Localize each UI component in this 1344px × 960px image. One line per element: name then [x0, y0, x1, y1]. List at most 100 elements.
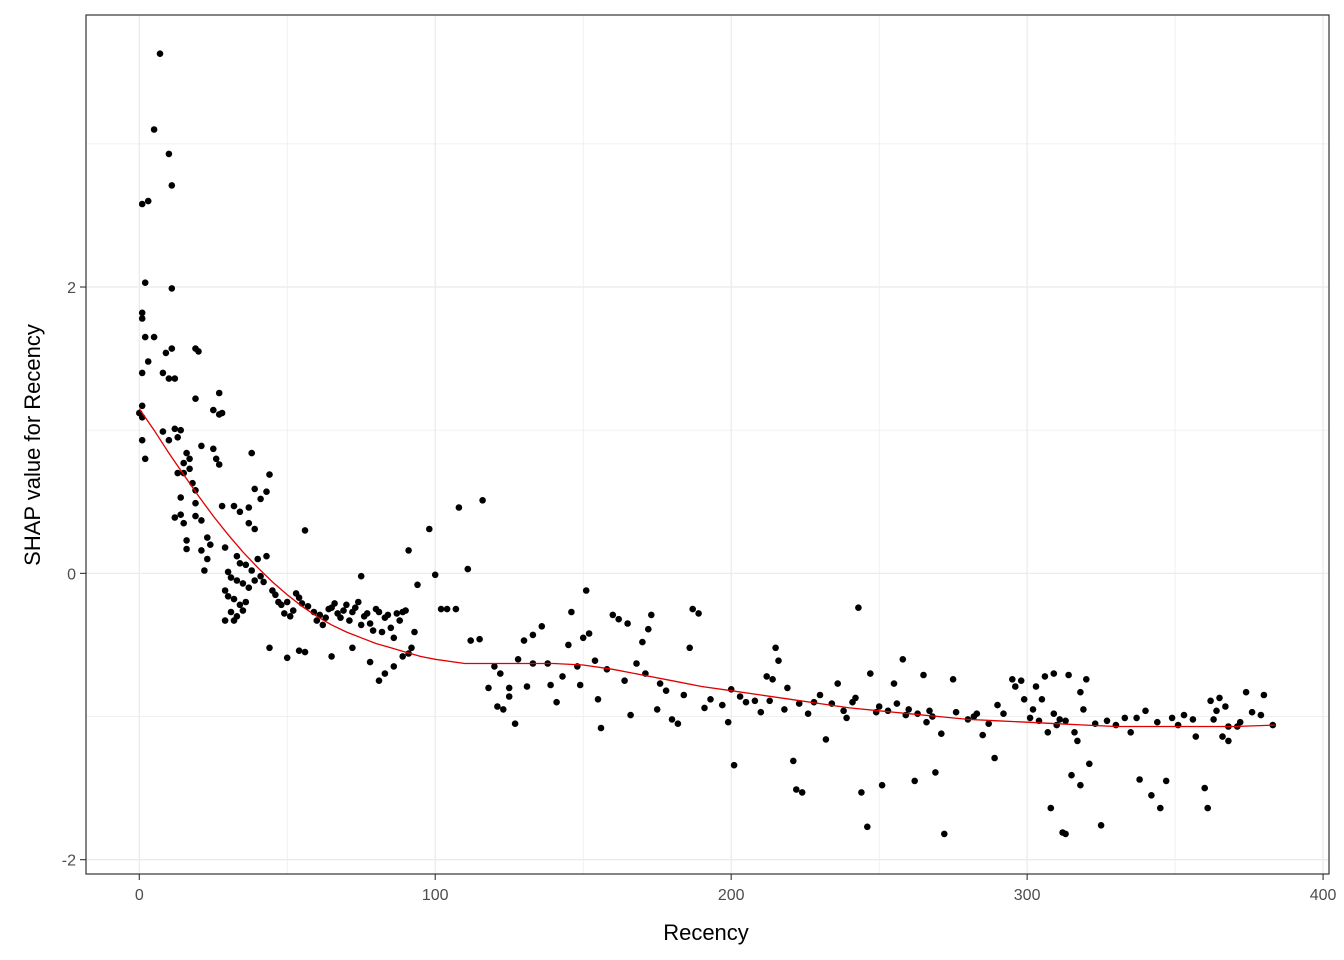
data-point — [1121, 714, 1129, 722]
data-point — [180, 459, 187, 467]
data-point — [855, 604, 862, 611]
data-point — [343, 601, 350, 609]
y-axis: -2 0 2 — [62, 280, 86, 870]
data-point — [1062, 717, 1069, 725]
data-point — [138, 200, 146, 208]
data-point — [497, 670, 504, 677]
data-point — [1157, 804, 1164, 812]
data-point — [775, 657, 782, 664]
data-point — [174, 434, 181, 441]
data-point — [1062, 830, 1069, 838]
data-point — [263, 552, 270, 560]
data-point — [689, 605, 696, 613]
data-point — [402, 607, 409, 614]
data-point — [144, 358, 152, 365]
data-point — [227, 608, 235, 616]
data-point — [505, 693, 513, 700]
data-point — [905, 706, 912, 713]
data-point — [236, 560, 244, 567]
data-point — [645, 625, 652, 633]
data-point — [1000, 710, 1007, 717]
y-tick-label: 2 — [67, 280, 76, 297]
data-point — [852, 694, 859, 702]
data-point — [991, 754, 998, 762]
data-point — [742, 698, 750, 706]
data-point — [218, 409, 226, 417]
data-point — [893, 700, 901, 707]
data-point — [192, 512, 199, 520]
data-point — [239, 607, 247, 614]
data-point — [301, 527, 309, 534]
data-point — [177, 494, 184, 501]
x-axis: 0 100 200 300 400 — [135, 874, 1337, 904]
data-point — [890, 680, 898, 687]
data-point — [186, 455, 193, 463]
data-point — [177, 426, 184, 434]
data-point — [272, 591, 279, 599]
data-point — [627, 711, 634, 719]
data-point — [656, 680, 664, 687]
data-point — [150, 333, 158, 341]
data-point — [363, 610, 371, 617]
x-tick-label: 200 — [718, 887, 745, 904]
data-point — [215, 461, 223, 468]
data-point — [1174, 721, 1182, 729]
data-point — [426, 525, 433, 533]
data-point — [138, 315, 146, 322]
data-point — [938, 730, 945, 737]
data-point — [210, 445, 217, 453]
data-point — [1041, 673, 1049, 680]
data-point — [174, 469, 181, 477]
data-point — [609, 611, 617, 619]
data-point — [393, 610, 401, 617]
data-point — [221, 544, 229, 551]
data-point — [932, 769, 939, 776]
data-point — [138, 436, 146, 444]
data-point — [242, 598, 250, 606]
data-point — [1029, 706, 1037, 713]
data-point — [594, 696, 602, 703]
data-point — [1020, 696, 1028, 703]
data-point — [198, 517, 205, 524]
data-point — [719, 701, 726, 709]
data-point — [384, 611, 392, 619]
data-point — [834, 680, 841, 687]
data-point — [212, 455, 220, 463]
data-point — [313, 617, 321, 624]
data-point — [1260, 691, 1268, 699]
data-point — [695, 610, 702, 617]
data-point — [523, 683, 531, 690]
data-point — [464, 565, 472, 573]
data-point — [230, 595, 238, 603]
data-point — [926, 707, 933, 715]
data-point — [378, 628, 386, 636]
data-point — [195, 348, 202, 355]
data-point — [180, 519, 187, 527]
data-point — [337, 614, 344, 621]
data-point — [576, 681, 584, 689]
data-point — [1032, 683, 1040, 690]
data-point — [1017, 677, 1025, 684]
data-point — [168, 285, 176, 292]
data-point — [949, 676, 957, 683]
data-point — [408, 644, 415, 652]
data-point — [624, 620, 631, 627]
data-point — [141, 333, 149, 341]
data-point — [352, 604, 359, 611]
data-point — [283, 598, 291, 606]
data-point — [141, 279, 149, 287]
data-point — [138, 369, 146, 377]
y-tick-label: 0 — [67, 566, 76, 583]
data-point — [183, 537, 190, 544]
data-point — [790, 757, 797, 765]
data-point — [245, 584, 253, 591]
data-point — [304, 603, 312, 610]
x-tick-label: 300 — [1014, 887, 1041, 904]
y-axis-title: SHAP value for Recency — [20, 324, 45, 566]
data-point — [366, 658, 374, 666]
data-point — [245, 519, 253, 527]
data-point — [201, 567, 208, 574]
data-point — [230, 617, 238, 624]
data-point — [1192, 733, 1200, 740]
